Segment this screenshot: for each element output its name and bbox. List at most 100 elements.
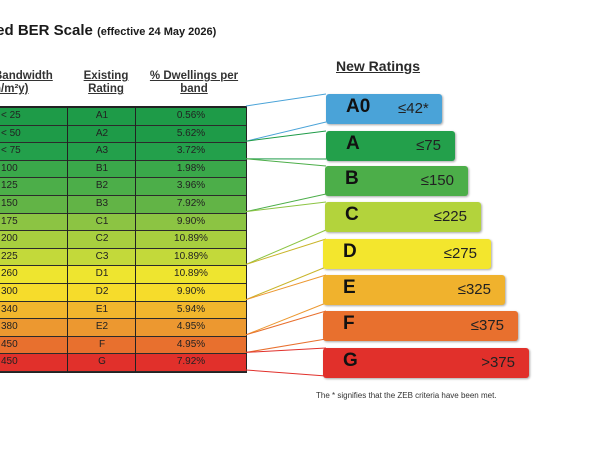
cell-pct-dwellings: 7.92% (176, 198, 206, 209)
table-row: < 25 A1 0.56% (0, 108, 246, 126)
chart-title: ied BER Scale (effective 24 May 2026) (0, 22, 216, 39)
cell-bandwidth: 175 (1, 215, 18, 227)
connector-line (245, 266, 327, 301)
cell-existing-rating: A1 (95, 110, 109, 121)
table-row: 300 D2 9.90% (0, 284, 246, 302)
cell-existing-rating: E1 (95, 303, 109, 315)
table-row: 340 E1 5.94% (0, 301, 246, 320)
cell-pct-dwellings: 10.89% (174, 233, 208, 245)
cell-bandwidth: 300 (1, 286, 18, 297)
cell-existing-rating: A2 (95, 127, 109, 139)
cell-pct-dwellings: 10.89% (174, 250, 208, 262)
rating-band-f: F ≤375 (323, 311, 518, 341)
table-row: < 50 A2 5.62% (0, 125, 246, 144)
cell-existing-rating: G (98, 356, 106, 368)
cell-bandwidth: 340 (1, 303, 18, 315)
cell-existing-rating: B1 (95, 162, 109, 174)
cell-pct-dwellings: 7.92% (176, 356, 206, 368)
rating-band-b: B ≤150 (325, 166, 468, 196)
rating-band-d: D ≤275 (323, 239, 491, 269)
cell-existing-rating: C2 (95, 233, 109, 245)
cell-pct-dwellings: 5.94% (176, 303, 206, 315)
table-row: 100 B1 1.98% (0, 160, 246, 179)
title-main: ied BER Scale (0, 22, 93, 39)
connector-line (245, 274, 327, 301)
table-row: 125 B2 3.96% (0, 178, 246, 196)
cell-pct-dwellings: 9.90% (176, 286, 206, 297)
connector-line (245, 347, 327, 353)
cell-bandwidth: < 25 (1, 110, 21, 121)
band-threshold: ≤375 (470, 317, 504, 334)
connector-line (245, 238, 327, 265)
band-threshold: ≤325 (457, 281, 491, 298)
band-letter: D (343, 241, 357, 262)
rating-band-e: E ≤325 (323, 275, 505, 305)
column-divider (67, 106, 68, 372)
header-existing-rating: Existing Rating (83, 70, 129, 95)
connector-line (245, 201, 327, 213)
band-letter: E (343, 277, 356, 298)
cell-bandwidth: 450 (1, 356, 18, 368)
band-threshold: ≤75 (416, 137, 441, 154)
band-threshold: >375 (481, 354, 515, 371)
connector-line (245, 193, 327, 213)
cell-existing-rating: F (98, 338, 106, 350)
band-letter: G (343, 350, 358, 371)
table-row: 225 C3 10.89% (0, 248, 246, 267)
band-letter: C (345, 204, 359, 225)
band-threshold: ≤275 (443, 245, 477, 262)
cell-pct-dwellings: 0.56% (176, 110, 206, 121)
header-pct-dwellings: % Dwellings per band (149, 70, 239, 95)
cell-existing-rating: D1 (95, 268, 109, 280)
table-row: 450 G 7.92% (0, 354, 246, 372)
cell-existing-rating: D2 (95, 286, 109, 297)
cell-bandwidth: 150 (1, 198, 18, 209)
title-subtitle: (effective 24 May 2026) (97, 26, 217, 38)
cell-pct-dwellings: 10.89% (174, 268, 208, 280)
connector-line (245, 338, 327, 353)
cell-pct-dwellings: 3.72% (176, 145, 206, 157)
connector-line (245, 121, 327, 142)
cell-existing-rating: C3 (95, 250, 109, 262)
footnote: The * signifies that the ZEB criteria ha… (316, 391, 497, 400)
table-row: 450 F 4.95% (0, 336, 246, 355)
cell-existing-rating: A3 (95, 145, 109, 157)
rating-band-g: G >375 (323, 348, 529, 378)
connector-line (245, 93, 327, 107)
band-letter: B (345, 168, 359, 189)
connector-line (245, 369, 327, 377)
table-row: 260 D1 10.89% (0, 266, 246, 284)
cell-bandwidth: < 50 (1, 127, 21, 139)
connector-line (245, 229, 327, 265)
cell-existing-rating: E2 (95, 321, 109, 333)
cell-bandwidth: 125 (1, 180, 18, 192)
cell-pct-dwellings: 5.62% (176, 127, 206, 139)
header-bandwidth: Bandwidthh/m²y) (0, 70, 53, 95)
cell-pct-dwellings: 4.95% (176, 338, 206, 350)
cell-bandwidth: 200 (1, 233, 18, 245)
band-threshold: ≤150 (420, 172, 454, 189)
rating-band-c: C ≤225 (325, 202, 481, 232)
band-letter: A0 (346, 96, 371, 117)
cell-pct-dwellings: 1.98% (176, 162, 206, 174)
cell-pct-dwellings: 4.95% (176, 321, 206, 333)
new-ratings-title: New Ratings (336, 58, 421, 74)
cell-pct-dwellings: 3.96% (176, 180, 206, 192)
cell-existing-rating: C1 (95, 215, 109, 227)
table-row: 200 C2 10.89% (0, 231, 246, 249)
table-row: < 75 A3 3.72% (0, 143, 246, 161)
rating-band-a0: A0 ≤42* (326, 94, 442, 124)
column-divider (135, 106, 136, 372)
cell-bandwidth: 380 (1, 321, 18, 333)
cell-bandwidth: < 75 (1, 145, 21, 157)
rating-band-a: A ≤75 (326, 131, 455, 161)
cell-bandwidth: 450 (1, 338, 18, 350)
connector-line (245, 302, 327, 336)
table-row: 175 C1 9.90% (0, 213, 246, 232)
table-row: 150 B3 7.92% (0, 196, 246, 214)
cell-existing-rating: B3 (95, 198, 109, 209)
connector-line (245, 158, 327, 167)
